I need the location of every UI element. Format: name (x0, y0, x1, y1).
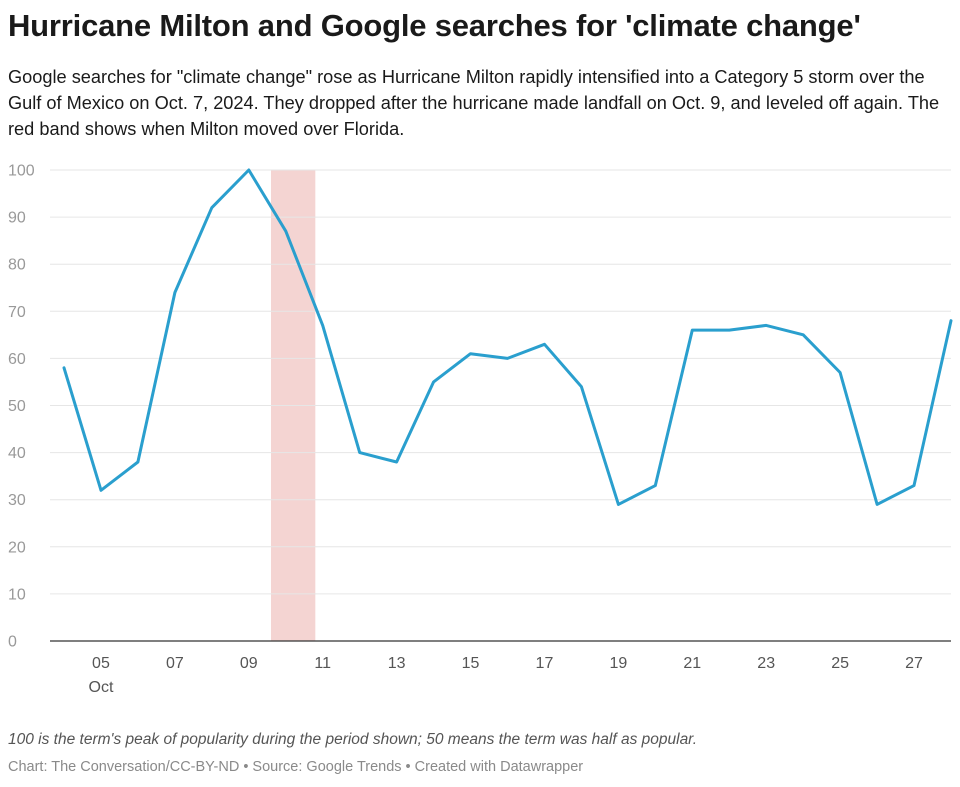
x-tick-label: 09 (240, 655, 258, 672)
y-tick-label: 10 (8, 586, 26, 603)
y-tick-label: 100 (8, 163, 35, 180)
search-interest-line (62, 168, 953, 506)
y-tick-label: 40 (8, 445, 26, 462)
y-tick-label: 30 (8, 492, 26, 509)
chart-svg: 0 10 20 30 40 50 60 70 80 90 100 05 Oct 07 09 11 13 15 17 1… (8, 163, 953, 696)
chart-title: Hurricane Milton and Google searches for… (8, 8, 861, 43)
chart-footer: Chart: The Conversation/CC-BY-ND • Sourc… (8, 759, 584, 775)
y-tick-label: 80 (8, 257, 26, 274)
y-tick-label: 70 (8, 304, 26, 321)
y-tick-label: 20 (8, 539, 26, 556)
x-tick-label: 15 (462, 655, 480, 672)
x-tick-label: 11 (314, 655, 331, 672)
x-tick-label: 07 (166, 655, 184, 672)
x-tick-label: 19 (609, 655, 627, 672)
chart-note: 100 is the term's peak of popularity dur… (8, 731, 698, 748)
y-tick-label: 60 (8, 351, 26, 368)
x-tick-label: 21 (683, 655, 701, 672)
x-tick-label: 25 (831, 655, 849, 672)
y-tick-label: 0 (8, 634, 17, 651)
x-tick-sublabel: Oct (89, 679, 114, 696)
line-chart: 0 10 20 30 40 50 60 70 80 90 100 05 Oct 07 09 11 13 15 17 1… (0, 150, 960, 710)
x-tick-label: 13 (388, 655, 406, 672)
x-tick-label: 17 (536, 655, 554, 672)
y-tick-label: 50 (8, 398, 26, 415)
x-tick-label: 23 (757, 655, 775, 672)
chart-subtitle: Google searches for "climate change" ros… (8, 67, 940, 139)
x-tick-label: 05 (92, 655, 110, 672)
y-tick-label: 90 (8, 210, 26, 227)
x-tick-label: 27 (905, 655, 923, 672)
